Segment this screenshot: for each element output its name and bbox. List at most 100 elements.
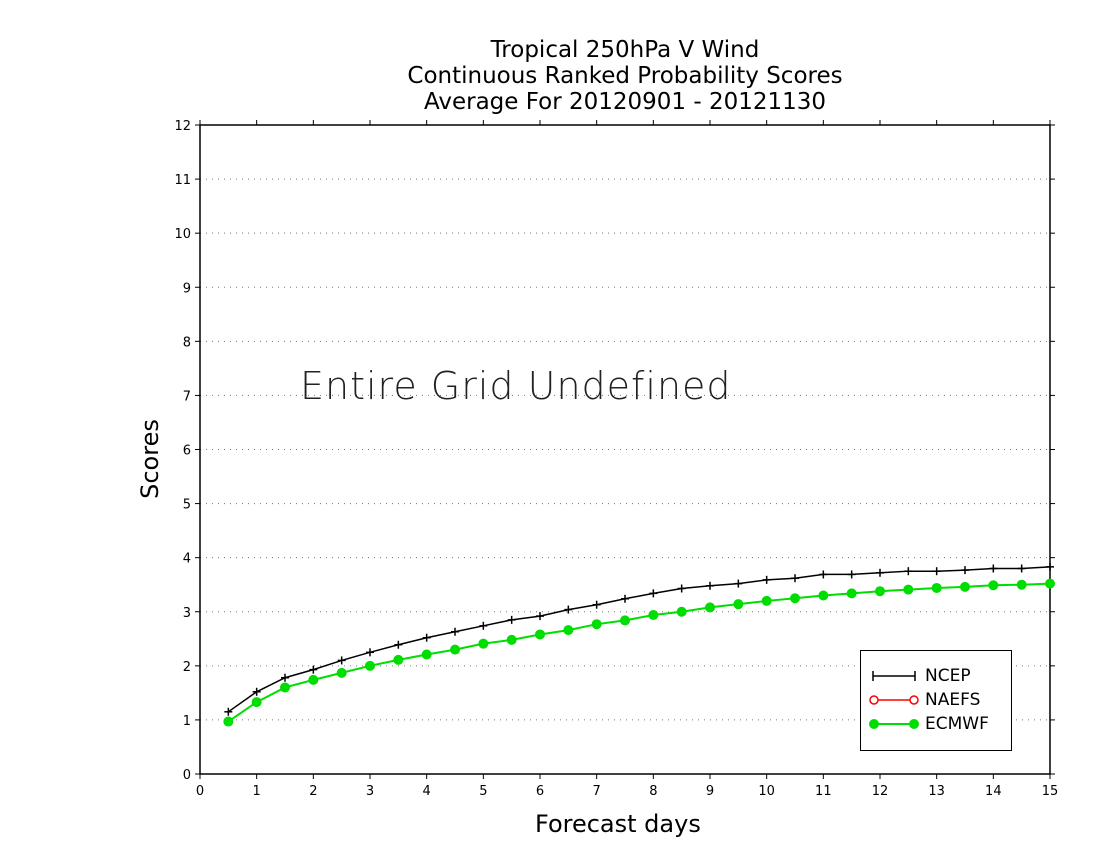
ecmwf-point xyxy=(365,660,375,671)
ecmwf-point xyxy=(308,674,319,685)
ecmwf-point xyxy=(563,625,574,636)
naefs-legend-marker xyxy=(869,695,919,705)
chart-legend: NCEP NAEFS ECMWF xyxy=(860,650,1012,751)
y-tick-label: 2 xyxy=(183,660,191,675)
x-tick-label: 4 xyxy=(423,784,431,799)
ncep-point xyxy=(791,574,799,583)
ecmwf-point xyxy=(790,593,800,604)
y-tick-label: 8 xyxy=(183,335,191,350)
y-tick-label: 10 xyxy=(174,227,191,242)
ncep-point xyxy=(281,673,289,682)
x-tick-label: 6 xyxy=(536,784,544,799)
ecmwf-point xyxy=(761,595,772,606)
y-tick-label: 0 xyxy=(183,768,191,783)
ecmwf-point xyxy=(733,599,744,610)
ecmwf-point xyxy=(223,716,234,727)
ncep-series-line xyxy=(227,566,1051,713)
chart-title-line-1: Tropical 250hPa V Wind xyxy=(490,37,760,63)
x-tick-label: 7 xyxy=(593,784,601,799)
ncep-point xyxy=(451,627,459,636)
ncep-point xyxy=(337,656,346,665)
ncep-point xyxy=(1017,564,1026,573)
y-tick-label: 7 xyxy=(183,389,191,404)
ncep-point xyxy=(876,568,884,577)
ecmwf-point xyxy=(393,654,404,665)
legend-item-ncep: NCEP xyxy=(869,665,971,687)
ncep-point xyxy=(507,615,516,624)
ncep-point xyxy=(366,648,374,657)
y-tick-label: 3 xyxy=(183,606,191,621)
x-tick-label: 1 xyxy=(253,784,261,799)
ncep-point xyxy=(479,621,488,630)
ncep-point xyxy=(762,575,771,584)
ecmwf-point xyxy=(336,667,347,678)
ncep-point xyxy=(1046,562,1054,571)
ecmwf-point xyxy=(450,644,460,655)
legend-label-ecmwf: ECMWF xyxy=(925,714,989,734)
y-tick-label: 12 xyxy=(174,119,191,134)
ecmwf-point xyxy=(960,581,970,592)
x-tick-label: 5 xyxy=(479,784,487,799)
x-tick-label: 0 xyxy=(196,784,204,799)
ecmwf-point xyxy=(846,588,857,599)
ncep-point xyxy=(734,579,743,588)
ncep-point xyxy=(564,605,573,614)
ncep-point xyxy=(847,570,856,579)
ncep-point xyxy=(706,581,714,590)
ncep-point xyxy=(224,707,233,716)
ecmwf-point xyxy=(620,615,630,626)
ecmwf-point xyxy=(591,619,602,630)
ncep-point xyxy=(252,687,261,696)
ecmwf-point xyxy=(280,682,290,693)
ncep-point xyxy=(621,594,629,603)
legend-label-ncep: NCEP xyxy=(925,666,971,686)
x-tick-label: 13 xyxy=(928,784,945,799)
ncep-point xyxy=(961,566,969,575)
gridlines xyxy=(200,178,1050,721)
ecmwf-point xyxy=(478,638,489,649)
ncep-point xyxy=(819,570,828,579)
legend-item-naefs: NAEFS xyxy=(869,689,980,711)
y-tick-label: 9 xyxy=(183,281,191,296)
ecmwf-legend-marker xyxy=(869,719,919,729)
ecmwf-point xyxy=(676,606,687,617)
chart-title-line-2: Continuous Ranked Probability Scores xyxy=(407,63,843,89)
ecmwf-point xyxy=(931,582,942,593)
x-tick-label: 11 xyxy=(815,784,832,799)
ncep-point xyxy=(989,564,998,573)
x-tick-label: 14 xyxy=(985,784,1002,799)
ncep-point xyxy=(309,665,318,674)
ecmwf-point xyxy=(903,584,914,595)
y-tick-label: 11 xyxy=(174,173,191,188)
ecmwf-point xyxy=(1016,579,1027,590)
ecmwf-point xyxy=(251,697,262,708)
x-tick-label: 15 xyxy=(1042,784,1059,799)
ecmwf-point xyxy=(506,634,517,645)
x-tick-label: 2 xyxy=(309,784,317,799)
y-tick-label: 4 xyxy=(183,552,191,567)
x-tick-label: 3 xyxy=(366,784,374,799)
legend-item-ecmwf: ECMWF xyxy=(869,713,989,735)
x-tick-label: 8 xyxy=(649,784,657,799)
ncep-point xyxy=(677,584,686,593)
ecmwf-point xyxy=(1045,578,1055,589)
series-lines xyxy=(223,562,1055,727)
ncep-point xyxy=(422,633,431,642)
x-axis-title: Forecast days xyxy=(535,810,701,838)
ecmwf-point xyxy=(988,580,999,591)
ncep-legend-marker xyxy=(872,671,916,681)
ecmwf-point xyxy=(875,586,885,597)
ncep-point xyxy=(592,600,601,609)
ecmwf-point xyxy=(421,649,432,660)
legend-label-naefs: NAEFS xyxy=(925,690,981,710)
chart-title-line-3: Average For 20120901 - 20121130 xyxy=(423,89,827,115)
ecmwf-point xyxy=(535,629,545,640)
ncep-point xyxy=(932,567,941,576)
y-tick-label: 5 xyxy=(183,498,191,513)
ecmwf-point xyxy=(705,602,715,613)
ecmwf-point xyxy=(648,609,659,620)
ecmwf-point xyxy=(818,590,829,601)
x-tick-label: 9 xyxy=(706,784,714,799)
